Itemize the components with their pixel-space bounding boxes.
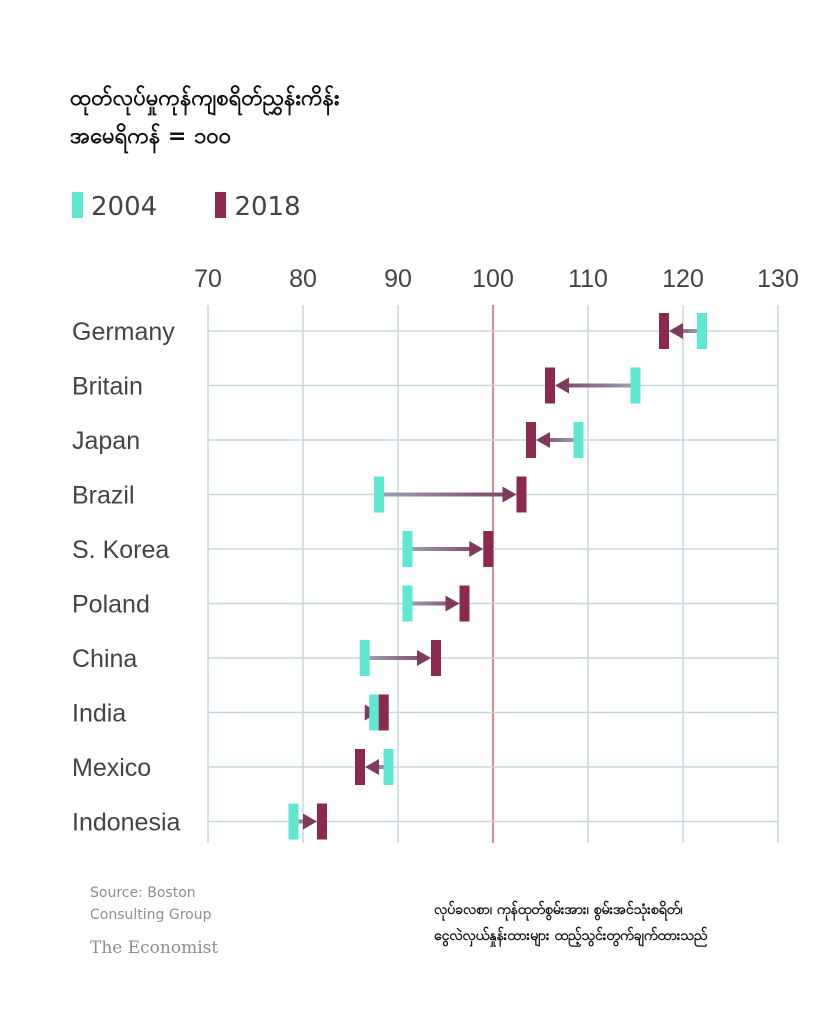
title-line-1: ထုတ်လုပ်မှုကုန်ကျစရိတ်ညွှန်းကိန်း — [70, 86, 340, 111]
x-tick-label: 120 — [662, 265, 704, 293]
arrowhead-Britain — [555, 377, 569, 394]
x-tick-label: 100 — [472, 265, 514, 293]
marker-2018-Brazil — [516, 476, 527, 513]
x-tick-label: 70 — [194, 265, 222, 293]
category-label: Indonesia — [72, 809, 181, 837]
marker-2004-Indonesia — [288, 803, 299, 840]
source-line-1: Source: Boston — [90, 885, 196, 901]
category-label: Mexico — [72, 754, 151, 782]
legend-item-2004: 2004 — [72, 192, 157, 222]
marker-2004-India — [369, 694, 380, 731]
category-label: Germany — [72, 318, 175, 346]
marker-2004-Germany — [697, 313, 707, 349]
title-line-2: အမေရိကန် = ၁၀၀ — [70, 124, 232, 149]
arrowhead-Poland — [445, 595, 460, 612]
marker-2004-Brazil — [374, 476, 384, 513]
note-line-2: ငွေလဲလှယ်နှုန်းထားများ ထည့်သွင်းတွက်ချက်… — [434, 928, 708, 944]
x-tick-label: 130 — [757, 265, 799, 293]
legend-swatch-2018 — [215, 192, 227, 218]
legend-label-2004: 2004 — [91, 192, 158, 222]
note-line-1: လုပ်ခလစာ၊ ကုန်ထုတ်စွမ်းအား၊ စွမ်းအင်သုံး… — [434, 902, 683, 918]
legend-item-2018: 2018 — [215, 192, 301, 222]
arrowhead-Brazil — [502, 486, 517, 503]
category-label: India — [72, 700, 126, 728]
marker-2004-Britain — [630, 367, 641, 404]
source-line-2: Consulting Group — [90, 907, 212, 923]
category-label: Japan — [72, 427, 140, 455]
marker-2004-Japan — [573, 422, 584, 458]
marker-2018-India — [378, 694, 389, 731]
arrowhead-S. Korea — [469, 541, 484, 557]
category-label: Britain — [72, 373, 143, 401]
category-label: Brazil — [72, 482, 135, 510]
marker-2004-China — [359, 640, 370, 676]
marker-2018-S. Korea — [483, 531, 494, 567]
marker-2018-China — [431, 640, 441, 676]
marker-2004-Mexico — [383, 749, 394, 785]
legend-swatch-2004 — [72, 192, 83, 218]
chart-title: ထုတ်လုပ်မှုကုန်ကျစရိတ်ညွှန်းကိန်း အမေရိက… — [70, 80, 340, 156]
source-note: Source: Boston Consulting Group — [90, 882, 211, 926]
arrowhead-Indonesia — [303, 813, 317, 830]
arrowhead-Japan — [536, 432, 550, 448]
arrowhead-China — [417, 650, 431, 666]
x-tick-label: 90 — [384, 265, 412, 293]
marker-2018-Germany — [659, 313, 669, 349]
x-tick-label: 110 — [568, 265, 608, 293]
marker-2018-Indonesia — [317, 803, 327, 840]
category-label: Poland — [72, 591, 150, 619]
marker-2018-Poland — [459, 585, 470, 622]
legend-label-2018: 2018 — [234, 192, 301, 222]
category-label: China — [72, 645, 137, 673]
methodology-note: လုပ်ခလစာ၊ ကုန်ထုတ်စွမ်းအား၊ စွမ်းအင်သုံး… — [434, 897, 824, 949]
x-tick-label: 80 — [289, 265, 317, 293]
marker-2018-Japan — [526, 422, 536, 458]
legend: 2004 2018 — [72, 192, 351, 222]
marker-2004-Poland — [402, 585, 413, 622]
arrowhead-Mexico — [365, 759, 379, 775]
marker-2018-Mexico — [355, 749, 365, 785]
dumbbell-chart: 70 80 90 100 110 120 130 Germany Britain Japan Bra… — [72, 265, 799, 843]
category-label: S. Korea — [72, 536, 169, 564]
publisher-brand: The Economist — [90, 938, 219, 958]
arrowhead-Germany — [669, 323, 683, 339]
marker-2004-S. Korea — [402, 531, 413, 567]
marker-2018-Britain — [545, 367, 555, 404]
